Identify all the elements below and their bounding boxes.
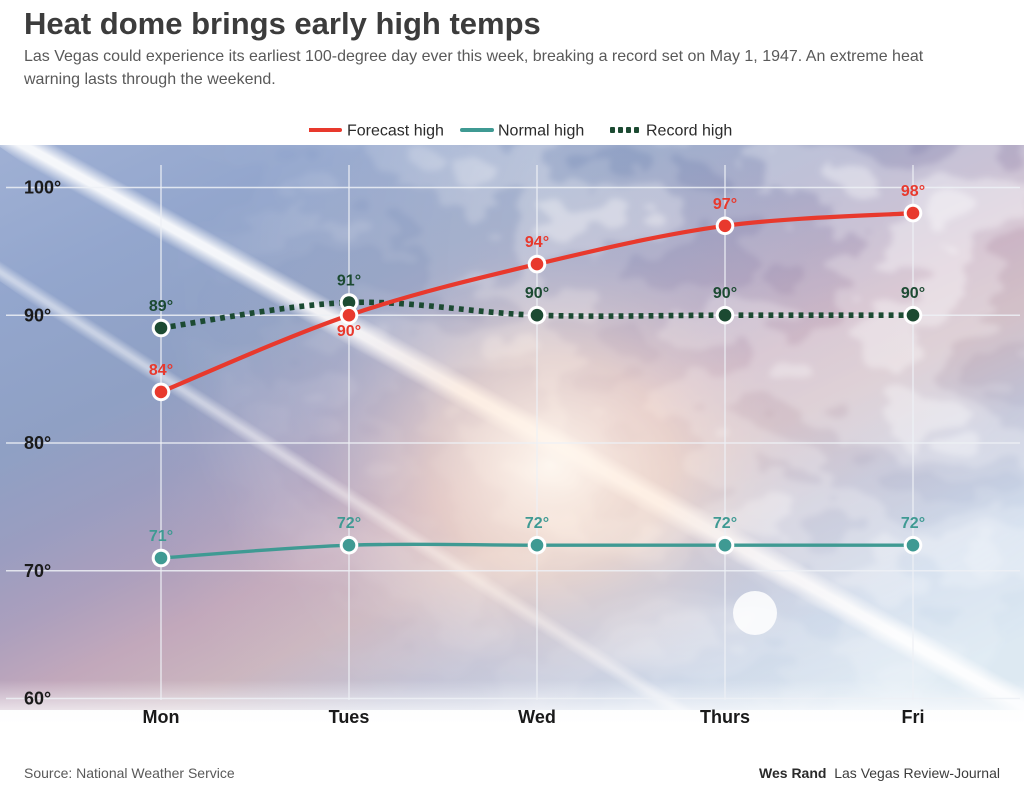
svg-text:72°: 72° <box>337 515 361 532</box>
svg-text:90°: 90° <box>901 285 925 302</box>
svg-text:97°: 97° <box>713 196 737 213</box>
svg-text:Forecast high: Forecast high <box>347 123 444 140</box>
svg-text:90°: 90° <box>24 305 51 325</box>
svg-text:89°: 89° <box>149 298 173 315</box>
svg-text:72°: 72° <box>713 515 737 532</box>
svg-text:Fri: Fri <box>901 707 924 727</box>
svg-text:72°: 72° <box>901 515 925 532</box>
svg-text:100°: 100° <box>24 178 61 198</box>
svg-text:91°: 91° <box>337 273 361 290</box>
svg-text:70°: 70° <box>24 561 51 581</box>
svg-text:Wed: Wed <box>518 707 556 727</box>
svg-text:72°: 72° <box>525 515 549 532</box>
svg-text:Thurs: Thurs <box>700 707 750 727</box>
svg-text:Record high: Record high <box>646 123 732 140</box>
svg-text:71°: 71° <box>149 528 173 545</box>
svg-text:60°: 60° <box>24 689 51 709</box>
svg-text:94°: 94° <box>525 234 549 251</box>
svg-text:Normal high: Normal high <box>498 123 584 140</box>
svg-text:80°: 80° <box>24 433 51 453</box>
svg-text:Mon: Mon <box>143 707 180 727</box>
svg-text:Tues: Tues <box>329 707 370 727</box>
svg-text:84°: 84° <box>149 362 173 379</box>
svg-text:90°: 90° <box>525 285 549 302</box>
svg-text:90°: 90° <box>337 323 361 340</box>
svg-text:98°: 98° <box>901 183 925 200</box>
svg-text:90°: 90° <box>713 285 737 302</box>
